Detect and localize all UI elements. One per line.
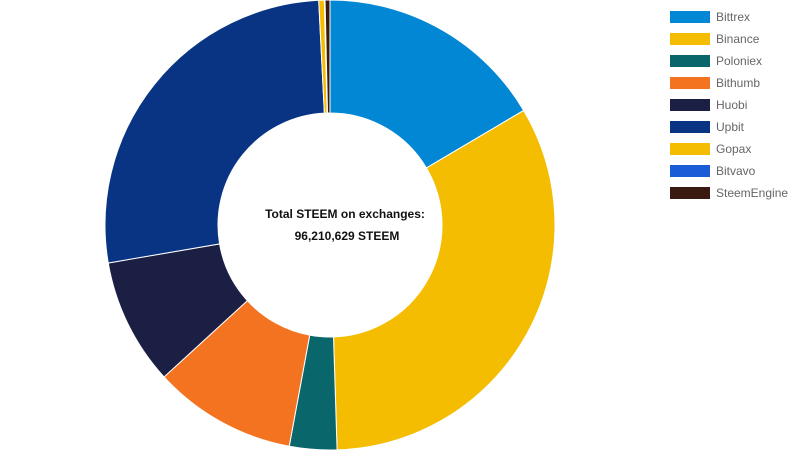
legend-item-poloniex[interactable]: Poloniex — [670, 50, 788, 72]
legend-label: Bittrex — [716, 10, 751, 24]
legend-label: Gopax — [716, 142, 752, 156]
legend-swatch — [670, 55, 710, 67]
donut-slices — [104, 0, 556, 450]
legend-item-bittrex[interactable]: Bittrex — [670, 6, 788, 28]
legend-swatch — [670, 99, 710, 111]
legend-swatch — [670, 187, 710, 199]
slice-bittrex[interactable] — [329, 0, 525, 169]
legend-swatch — [670, 11, 710, 23]
legend-swatch — [670, 77, 710, 89]
legend-label: Upbit — [716, 120, 745, 134]
legend-item-upbit[interactable]: Upbit — [670, 116, 788, 138]
legend-swatch — [670, 121, 710, 133]
legend-swatch — [670, 143, 710, 155]
legend-item-bithumb[interactable]: Bithumb — [670, 72, 788, 94]
legend-item-bitvavo[interactable]: Bitvavo — [670, 160, 788, 182]
chart-legend: Bittrex Binance Poloniex Bithumb Huobi Upbit G… — [670, 6, 788, 204]
legend-label: Poloniex — [716, 54, 763, 68]
slice-steemengine[interactable] — [324, 0, 331, 114]
slice-binance[interactable] — [333, 109, 556, 450]
center-label-line1: Total STEEM on exchanges: — [265, 207, 425, 221]
legend-item-gopax[interactable]: Gopax — [670, 138, 788, 160]
legend-item-huobi[interactable]: Huobi — [670, 94, 788, 116]
legend-label: Bitvavo — [716, 164, 756, 178]
legend-swatch — [670, 33, 710, 45]
legend-swatch — [670, 165, 710, 177]
legend-label: Binance — [716, 32, 760, 46]
legend-item-steemengine[interactable]: SteemEngine — [670, 182, 788, 204]
legend-label: Huobi — [716, 98, 748, 112]
center-label-line2: 96,210,629 STEEM — [295, 229, 400, 243]
legend-item-binance[interactable]: Binance — [670, 28, 788, 50]
legend-label: Bithumb — [716, 76, 761, 90]
legend-label: SteemEngine — [716, 186, 789, 200]
slice-upbit[interactable] — [104, 0, 325, 264]
